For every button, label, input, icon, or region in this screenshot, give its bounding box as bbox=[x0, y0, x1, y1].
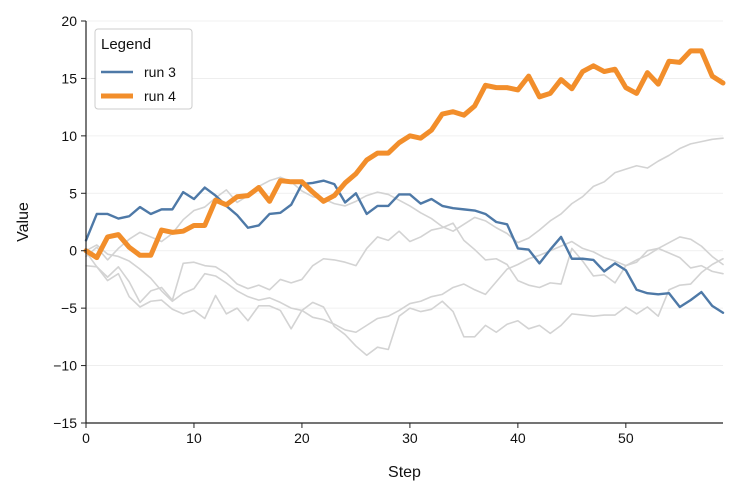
y-axis-ticks: −15 −10 −5 0 5 10 15 20 bbox=[53, 13, 86, 431]
x-axis-title: Step bbox=[388, 464, 421, 481]
y-tick-label: 5 bbox=[69, 185, 77, 201]
y-tick-label: −15 bbox=[53, 415, 77, 431]
legend-entries: run 3 run 4 bbox=[101, 64, 176, 104]
background-series-line-5 bbox=[85, 137, 724, 261]
background-series-line-4 bbox=[85, 236, 724, 334]
legend: Legend run 3 run 4 bbox=[94, 28, 193, 110]
x-tick-label: 10 bbox=[186, 430, 202, 446]
highlighted-series-group bbox=[83, 48, 726, 314]
y-tick-label: 15 bbox=[61, 70, 77, 86]
axes: 0 10 20 30 40 50 −15 −10 −5 0 5 10 15 20 bbox=[53, 13, 723, 446]
legend-box bbox=[94, 28, 193, 110]
x-tick-label: 20 bbox=[294, 430, 310, 446]
x-tick-label: 50 bbox=[618, 430, 634, 446]
y-axis-title: Value bbox=[15, 202, 32, 242]
series-line-run-3 bbox=[84, 179, 725, 314]
x-axis-ticks: 0 10 20 30 40 50 bbox=[82, 423, 634, 446]
series-line-run-4 bbox=[83, 48, 726, 261]
x-tick-label: 40 bbox=[510, 430, 526, 446]
legend-title: Legend bbox=[101, 36, 151, 53]
legend-label: run 4 bbox=[144, 88, 176, 104]
x-tick-label: 0 bbox=[82, 430, 90, 446]
y-tick-label: 20 bbox=[61, 13, 77, 29]
background-series-line-2 bbox=[85, 257, 724, 357]
y-tick-label: −5 bbox=[61, 300, 77, 316]
x-tick-label: 30 bbox=[402, 430, 418, 446]
y-tick-label: −10 bbox=[53, 358, 77, 374]
legend-label: run 3 bbox=[144, 64, 176, 80]
background-series-line-3 bbox=[85, 222, 724, 304]
background-series-group bbox=[85, 137, 724, 357]
y-tick-label: 10 bbox=[61, 128, 77, 144]
y-tick-label: 0 bbox=[69, 243, 77, 259]
